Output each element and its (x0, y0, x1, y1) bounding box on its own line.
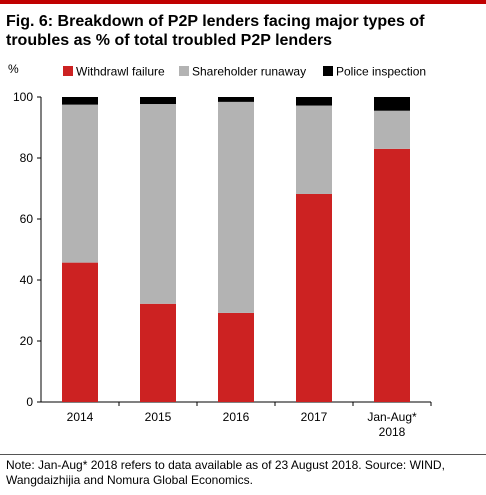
bar-1-series-2 (140, 97, 176, 105)
bar-4-series-0 (374, 148, 410, 402)
footer-rule (0, 454, 486, 455)
legend-label-0: Withdrawl failure (76, 65, 165, 79)
bar-1-series-1 (140, 104, 176, 304)
x-tick-label-1-0: 2015 (145, 410, 172, 424)
bar-2-series-0 (218, 312, 254, 402)
legend-swatch-2 (323, 66, 333, 76)
legend-label-1: Shareholder runaway (192, 65, 306, 79)
y-tick-label-0: 0 (26, 395, 33, 409)
y-tick-label-5: 100 (13, 90, 33, 104)
bar-2-series-2 (218, 97, 254, 102)
footer-note-line-2: Wangdaizhijia and Nomura Global Economic… (6, 473, 254, 487)
footer-note-line-1: Note: Jan-Aug* 2018 refers to data avail… (6, 458, 445, 472)
y-axis-unit-label: % (8, 62, 19, 76)
bar-2-series-1 (218, 101, 254, 313)
bar-3-series-1 (296, 105, 332, 194)
x-tick-label-0-0: 2014 (67, 410, 94, 424)
legend-swatch-0 (63, 66, 73, 76)
bar-0-series-1 (62, 104, 98, 263)
y-tick-label-3: 60 (20, 212, 34, 226)
chart-title-line-1: Fig. 6: Breakdown of P2P lenders facing … (6, 13, 425, 30)
legend-label-2: Police inspection (336, 65, 426, 79)
stacked-bar-chart: % Withdrawl failure Shareholder runaway Pol… (8, 62, 432, 439)
bar-4-series-1 (374, 110, 410, 149)
chart-title-line-2: troubles as % of total troubled P2P lend… (6, 32, 332, 49)
x-tick-label-4-0: Jan-Aug* (367, 410, 417, 424)
bar-0-series-0 (62, 262, 98, 402)
y-tick-label-1: 20 (20, 334, 34, 348)
y-tick-label-4: 80 (20, 151, 34, 165)
title-top-rule (0, 0, 486, 4)
chart-title: Fig. 6: Breakdown of P2P lenders facing … (6, 12, 480, 50)
bar-0-series-2 (62, 97, 98, 105)
legend-swatch-1 (179, 66, 189, 76)
bar-3-series-2 (296, 97, 332, 106)
footer-note: Note: Jan-Aug* 2018 refers to data avail… (6, 458, 482, 488)
x-tick-label-4-1: 2018 (379, 425, 406, 439)
y-tick-label-2: 40 (20, 273, 34, 287)
bar-4-series-2 (374, 97, 410, 111)
bar-3-series-0 (296, 193, 332, 402)
x-tick-label-3-0: 2017 (301, 410, 328, 424)
x-tick-label-2-0: 2016 (223, 410, 250, 424)
bar-1-series-0 (140, 303, 176, 402)
